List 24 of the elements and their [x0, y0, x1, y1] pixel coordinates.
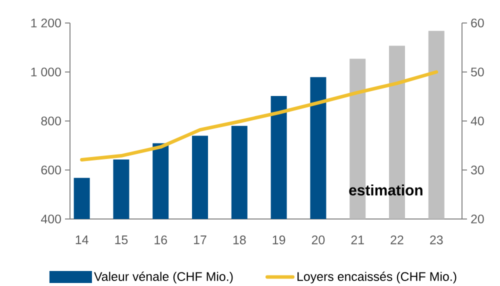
x-tick-label: 21 — [351, 236, 364, 244]
y-tick-label: 600 — [41, 166, 61, 174]
y-tick-label: 1 000 — [31, 68, 61, 76]
y2-tick-label: 30 — [470, 166, 484, 174]
annotation: estimation — [349, 184, 422, 196]
x-tick-label: 16 — [154, 236, 167, 244]
x-tick-label: 20 — [312, 236, 325, 244]
x-tick-label: 15 — [115, 236, 128, 244]
y2-tick-label: 20 — [471, 214, 484, 224]
x-tick-label: 18 — [233, 236, 246, 244]
y-tick-label: 400 — [40, 214, 61, 224]
legend-label: Valeur vénale (CHF Mio.) — [94, 272, 233, 284]
x-tick-label: 17 — [194, 236, 206, 244]
line-series — [80, 70, 438, 162]
x-tick-label: 22 — [390, 236, 404, 244]
x-tick-label: 19 — [272, 236, 286, 244]
legend-label: Loyers encaissés (CHF Mio.) — [298, 272, 456, 284]
y2-tick-label: 50 — [471, 68, 484, 76]
y-tick-label: 1 200 — [31, 18, 61, 28]
y2-tick-label: 40 — [470, 116, 484, 126]
y2-tick-label: 60 — [471, 18, 484, 28]
x-tick-label: 23 — [430, 236, 443, 244]
x-tick-label: 14 — [76, 236, 88, 244]
y-tick-label: 800 — [41, 116, 61, 126]
